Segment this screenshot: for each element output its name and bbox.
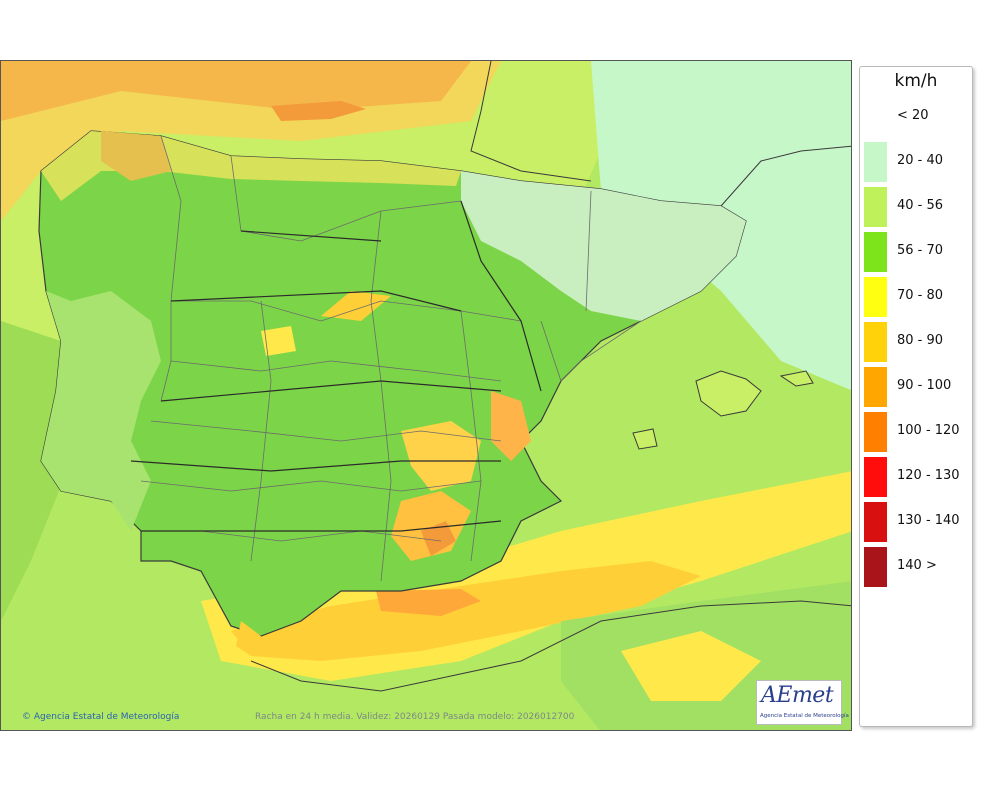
legend-swatch (864, 367, 887, 407)
southeast-patch-2 (491, 391, 531, 461)
legend-swatch (864, 547, 887, 587)
legend-label: 140 > (897, 558, 937, 573)
alboran-field-3 (376, 589, 481, 616)
legend-swatch (864, 322, 887, 362)
legend-label: 56 - 70 (897, 243, 944, 258)
central-patch (261, 326, 296, 356)
legend-row: 20 - 40 (864, 142, 970, 182)
legend-row: < 20 (864, 97, 970, 137)
legend-row: 140 > (864, 547, 970, 587)
legend-label: 40 - 56 (897, 198, 944, 213)
legend-row: 80 - 90 (864, 322, 970, 362)
legend-row: 56 - 70 (864, 232, 970, 272)
aemet-logo: AEmet Agencia Estatal de Meteorología (756, 680, 849, 725)
legend-label: 20 - 40 (897, 153, 944, 168)
legend-label: 90 - 100 (897, 378, 952, 393)
legend: km/h < 20 20 - 40 40 - 56 56 - 70 70 - 8… (859, 66, 973, 727)
logo-subtitle: Agencia Estatal de Meteorología (760, 713, 849, 719)
biscay-field-3 (271, 101, 366, 121)
legend-row: 100 - 120 (864, 412, 970, 452)
legend-label: 80 - 90 (897, 333, 944, 348)
copyright-symbol: © (22, 712, 31, 722)
southeast-patch-4 (421, 521, 456, 556)
central-range-patch (321, 291, 391, 321)
legend-swatch (864, 187, 887, 227)
galicia-patch (101, 131, 171, 181)
legend-label: 70 - 80 (897, 288, 944, 303)
logo-text: AEmet (761, 683, 834, 708)
france-coast (470, 61, 592, 182)
region-borders (130, 200, 542, 532)
legend-label: 130 - 140 (897, 513, 960, 528)
menorca (779, 370, 814, 387)
legend-row: 120 - 130 (864, 457, 970, 497)
legend-label: 100 - 120 (897, 423, 960, 438)
portugal (41, 291, 161, 531)
legend-swatch (864, 457, 887, 497)
wind-gust-map (0, 60, 852, 731)
legend-swatch (864, 142, 887, 182)
legend-swatch (864, 97, 887, 137)
mallorca (695, 370, 762, 417)
validity-caption: Racha en 24 h media. Validez: 20260129 P… (255, 712, 575, 722)
province-borders (140, 135, 642, 582)
legend-row: 70 - 80 (864, 277, 970, 317)
legend-row: 130 - 140 (864, 502, 970, 542)
gulf-of-lion-coast (720, 145, 851, 207)
legend-unit: km/h (894, 71, 938, 91)
ibiza (632, 428, 658, 450)
gibraltar-patch (236, 621, 261, 656)
legend-label: < 20 (897, 108, 929, 123)
legend-row: 40 - 56 (864, 187, 970, 227)
legend-label: 120 - 130 (897, 468, 960, 483)
legend-row: 90 - 100 (864, 367, 970, 407)
alboran-field-2 (231, 561, 701, 661)
map-canvas (1, 61, 851, 730)
southeast-patch-1 (401, 421, 481, 491)
northeast-calm (461, 171, 746, 321)
copyright-agency: Agencia Estatal de Meteorología (33, 712, 180, 722)
africa-field-2 (621, 631, 761, 701)
africa-coast (250, 600, 851, 692)
legend-swatch (864, 502, 887, 542)
legend-swatch (864, 277, 887, 317)
copyright-text: © Agencia Estatal de Meteorología (22, 712, 179, 722)
legend-swatch (864, 412, 887, 452)
legend-swatch (864, 232, 887, 272)
